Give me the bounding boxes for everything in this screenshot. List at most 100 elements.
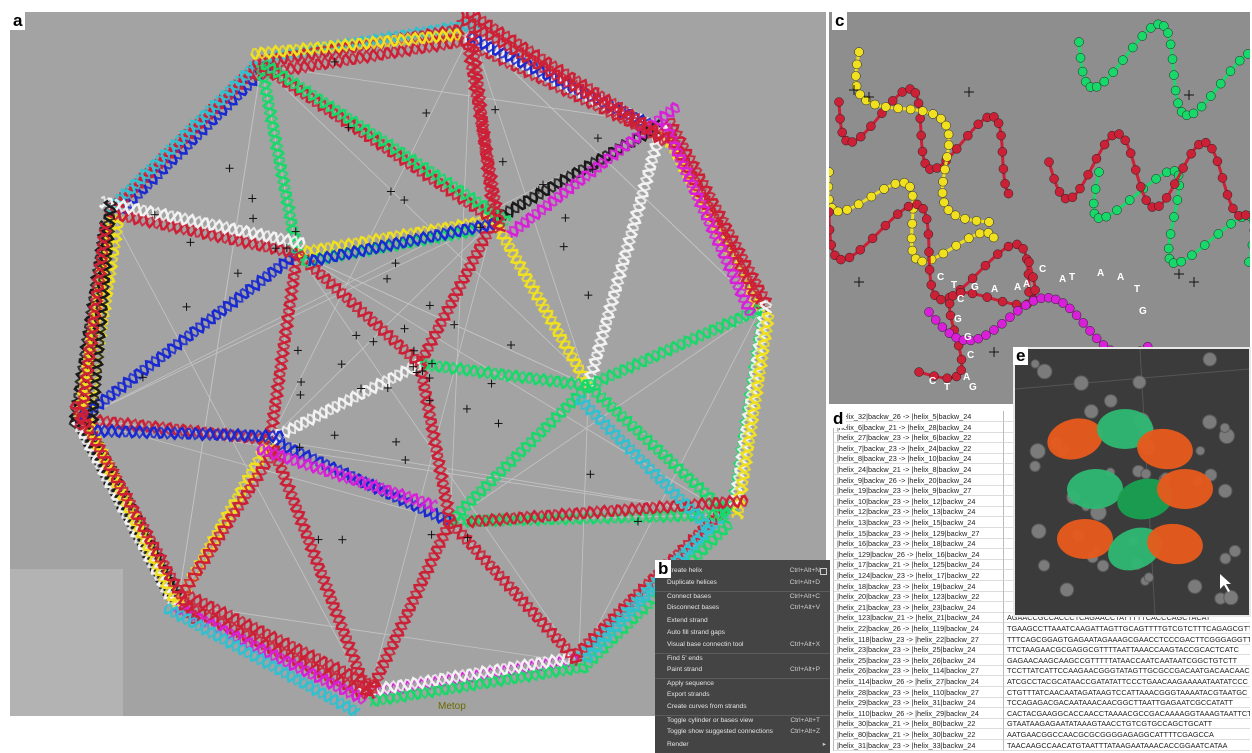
menu-item[interactable]: Render ▸ [655,740,830,751]
connection-cell: |helix_29|backw_23 -> |helix_31|backw_24 [833,697,1003,709]
connection-cell: |helix_114|backw_26 -> |helix_27|backw_2… [833,676,1003,687]
connection-cell: |helix_7|backw_23 -> |helix_24|backw_22 [833,442,1003,454]
sequence-cell: CTGTTTATCAACAATAGATAAGTCCATTAAACGGGTAAAA… [1003,686,1250,698]
menu-item[interactable]: Duplicate helices Ctrl+Alt+D [655,578,830,589]
grid-line [1015,368,1249,390]
menu-item[interactable]: Toggle cylinder or bases view Ctrl+Alt+T [655,714,830,727]
menu-item[interactable]: Paint strand Ctrl+Alt+P [655,665,830,676]
base-letter: A [1117,272,1124,283]
dna-helix [256,443,439,513]
dna-helix [264,252,305,441]
viewport-panel-a[interactable]: Metop [10,12,826,716]
menu-item[interactable]: Visual base connectin tool Ctrl+Alt+X [655,640,830,651]
base-letter: C [957,294,964,305]
table-row[interactable]: |helix_23|backw_23 -> |helix_25|backw_24… [833,644,1250,656]
dna-helix [363,520,455,700]
dna-helix [731,311,775,520]
dna-helix [446,382,592,526]
dna-helix [83,422,183,608]
menu-item-shortcut: Ctrl+Alt+N [789,567,820,574]
base-letter: A [963,372,970,383]
connection-cell: |helix_8|backw_23 -> |helix_10|backw_24 [833,453,1003,465]
connection-cell: |helix_129|backw_26 -> |helix_16|backw_2… [833,548,1003,560]
connection-cell: |helix_25|backw_23 -> |helix_26|backw_24 [833,654,1003,666]
panel-label-d: d [830,410,847,428]
context-menu[interactable]: Create helix Ctrl+Alt+N Duplicate helices C… [655,560,830,753]
table-row[interactable]: |helix_22|backw_26 -> |helix_119|backw_2… [833,623,1250,634]
table-row[interactable]: |helix_118|backw_23 -> |helix_22|backw_2… [833,633,1250,645]
dna-helix [258,60,497,224]
connection-cell: |helix_19|backw_23 -> |helix_9|backw_27 [833,485,1003,497]
menu-item[interactable]: Toggle show suggested connections Ctrl+Al… [655,727,830,738]
table-row[interactable]: |helix_31|backw_23 -> |helix_33|backw_24… [833,739,1250,751]
connection-cell: |helix_10|backw_23 -> |helix_12|backw_24 [833,495,1003,507]
connection-cell: |helix_24|backw_21 -> |helix_8|backw_24 [833,464,1003,475]
dna-helix [489,218,593,389]
option-box-icon[interactable] [820,568,827,575]
base-letter: G [969,382,977,393]
table-row[interactable]: |helix_80|backw_21 -> |helix_30|backw_22… [833,729,1250,740]
menu-item-label: Duplicate helices [667,579,717,587]
viewport-bottom-label: Metop [438,701,466,712]
menu-item[interactable]: Auto fill strand gaps [655,628,830,639]
connection-cell: |helix_15|backw_23 -> |helix_129|backw_2… [833,527,1003,539]
panel-label-e: e [1013,347,1029,365]
menu-item[interactable]: Disconnect bases Ctrl+Alt+V [655,603,830,614]
dna-helix [105,60,260,215]
menu-item-label: Apply sequence [667,679,714,687]
dna-helix [446,518,583,667]
menu-item[interactable]: Create curves from strands [655,702,830,713]
connection-cell: |helix_9|backw_26 -> |helix_20|backw_24 [833,474,1003,486]
menu-item[interactable]: Connect bases Ctrl+Alt+C [655,590,830,603]
red-strand-upper [834,84,1014,199]
menu-item-label: Paint strand [667,666,703,674]
table-row[interactable]: |helix_114|backw_26 -> |helix_27|backw_2… [833,676,1250,687]
table-row[interactable]: |helix_26|backw_23 -> |helix_114|backw_2… [833,665,1250,677]
connection-cell: |helix_21|backw_23 -> |helix_23|backw_24 [833,601,1003,613]
menu-item-shortcut: Ctrl+Alt+X [789,641,820,649]
dna-helix [73,222,113,431]
menu-item[interactable]: Export strands [655,690,830,701]
sequence-cell: TTTCAGCGGAGTGAGAATAGAAAGCGAACCTCCCGACTTC… [1003,633,1250,645]
menu-item[interactable]: Apply sequence [655,677,830,690]
menu-item[interactable]: Find 5' ends [655,652,830,665]
menu-item[interactable]: Extend strand [655,616,830,627]
dna-helix [418,357,590,392]
connection-cell: |helix_110|backw_26 -> |helix_29|backw_2… [833,707,1003,719]
table-row[interactable]: |helix_123|backw_21 -> |helix_21|backw_2… [833,612,1250,624]
table-row[interactable]: |helix_25|backw_23 -> |helix_26|backw_24… [833,654,1250,666]
menu-item-label: Find 5' ends [667,654,703,662]
sequence-cell: TCCAGAGACGACAATAAACAACGGCTTAATTGAGAATCGC… [1003,697,1250,709]
sequence-cell: TCCTTATCATTCCAAGAACGGGTATAGTTGCGCCGACAAT… [1003,665,1250,677]
mouse-cursor-icon [1220,574,1231,592]
connection-cell: |helix_80|backw_21 -> |helix_30|backw_22 [833,729,1003,740]
dna-helix [416,218,499,366]
table-row[interactable]: |helix_28|backw_23 -> |helix_110|backw_2… [833,686,1250,698]
menu-item-label: Create helix [667,567,703,574]
table-row[interactable]: |helix_110|backw_26 -> |helix_29|backw_2… [833,707,1250,719]
dna-helix [98,195,306,250]
yellow-strand-upper [851,47,994,227]
connection-cell: |helix_12|backw_23 -> |helix_13|backw_24 [833,506,1003,518]
sequence-cell: GTAATAAGAGAATATAAAGTAACCTGTCGTGCCAGCTGCA… [1003,718,1250,730]
rendered-helix-view[interactable] [1015,349,1249,615]
base-letter: C [937,272,944,283]
table-row[interactable]: |helix_29|backw_23 -> |helix_31|backw_24… [833,697,1250,709]
menu-item-label: Create curves from strands [667,703,747,711]
base-letter: C [929,376,936,387]
connection-cell: |helix_30|backw_21 -> |helix_80|backw_22 [833,718,1003,730]
base-letter: T [951,280,957,291]
dna-helix [163,602,361,716]
sequence-cell: ATCGCCTACGCATAACCGATATATTCCCTGAACAAGAAAA… [1003,676,1250,687]
connection-cell: |helix_17|backw_21 -> |helix_125|backw_2… [833,559,1003,571]
sequence-cell: TTCTAAGAACGCGAGGCGTTTTAATTAAACCAAGTACCGC… [1003,644,1250,656]
dna-helix [69,400,201,624]
dna-helix [250,28,462,60]
connection-cell: |helix_31|backw_23 -> |helix_33|backw_24 [833,739,1003,751]
dna-origami-viewport[interactable] [10,12,826,716]
table-row[interactable]: |helix_30|backw_21 -> |helix_80|backw_22… [833,718,1250,730]
menu-item[interactable]: Create helix Ctrl+Alt+N [655,566,830,577]
viewport-panel-e[interactable] [1013,347,1251,617]
